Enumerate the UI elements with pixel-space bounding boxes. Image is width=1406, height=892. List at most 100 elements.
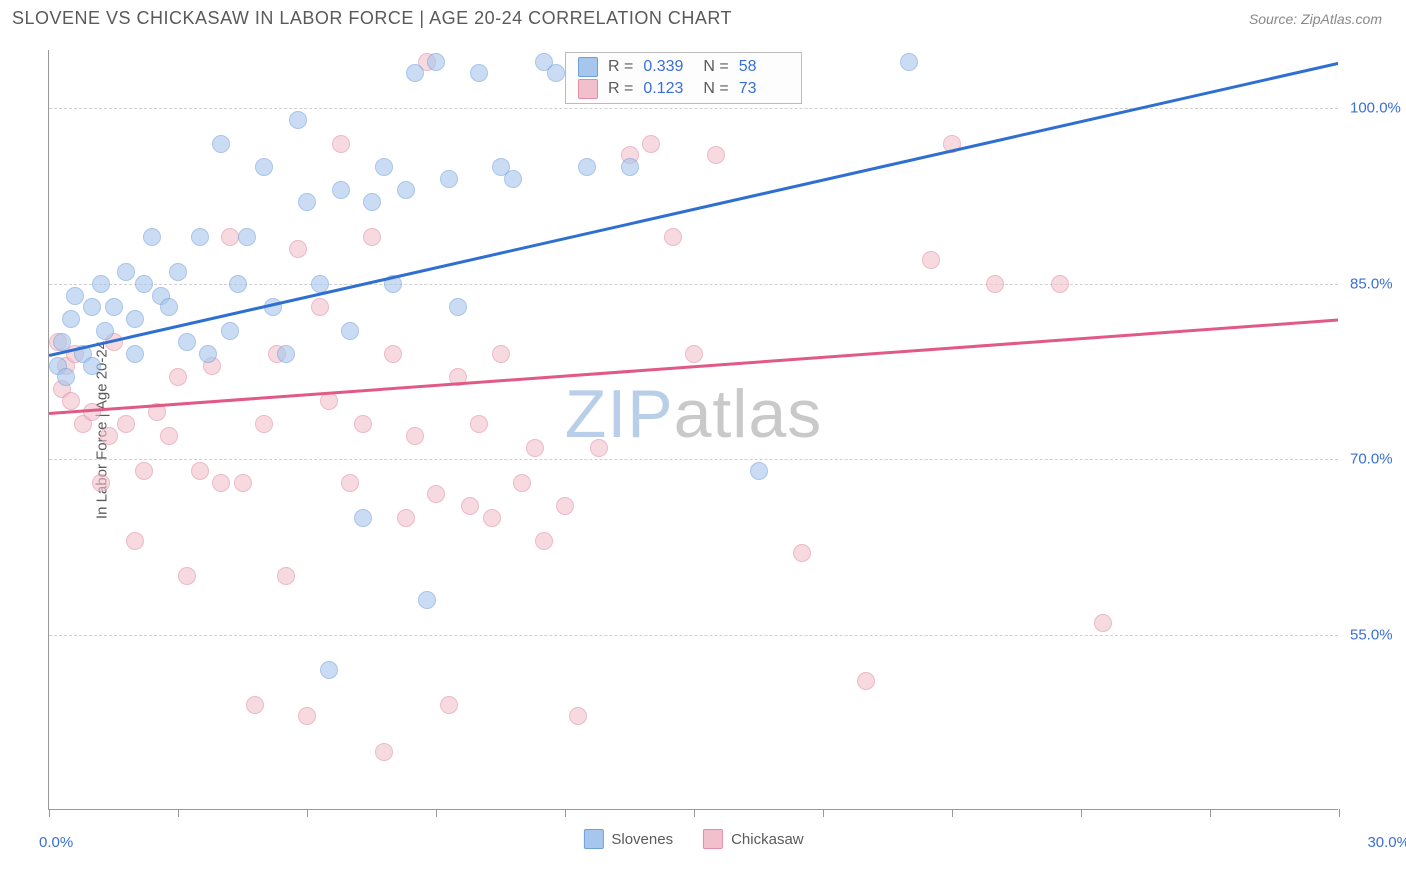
- legend-item: Chickasaw: [703, 829, 804, 849]
- data-point: [621, 158, 639, 176]
- data-point: [160, 427, 178, 445]
- data-point: [470, 415, 488, 433]
- legend-row: R =0.123N =73: [578, 79, 789, 99]
- legend-label: Slovenes: [611, 831, 673, 848]
- gridline: [49, 108, 1338, 109]
- data-point: [298, 707, 316, 725]
- x-tick-label: 30.0%: [1367, 834, 1406, 851]
- data-point: [547, 64, 565, 82]
- x-tick: [952, 809, 953, 817]
- data-point: [504, 170, 522, 188]
- data-point: [986, 275, 1004, 293]
- data-point: [461, 497, 479, 515]
- data-point: [135, 462, 153, 480]
- data-point: [92, 275, 110, 293]
- data-point: [354, 415, 372, 433]
- data-point: [221, 228, 239, 246]
- data-point: [642, 135, 660, 153]
- data-point: [62, 392, 80, 410]
- source-label: Source: ZipAtlas.com: [1249, 11, 1382, 27]
- legend-swatch: [703, 829, 723, 849]
- data-point: [143, 228, 161, 246]
- data-point: [526, 439, 544, 457]
- y-tick-label: 70.0%: [1350, 451, 1406, 468]
- x-tick: [178, 809, 179, 817]
- data-point: [440, 696, 458, 714]
- data-point: [229, 275, 247, 293]
- data-point: [384, 345, 402, 363]
- data-point: [311, 298, 329, 316]
- data-point: [191, 462, 209, 480]
- data-point: [83, 298, 101, 316]
- r-value: 0.339: [643, 58, 693, 76]
- data-point: [354, 509, 372, 527]
- data-point: [277, 345, 295, 363]
- x-tick: [49, 809, 50, 817]
- r-value: 0.123: [643, 80, 693, 98]
- data-point: [341, 322, 359, 340]
- data-point: [238, 228, 256, 246]
- data-point: [332, 181, 350, 199]
- data-point: [83, 403, 101, 421]
- x-tick: [1339, 809, 1340, 817]
- data-point: [277, 567, 295, 585]
- data-point: [57, 368, 75, 386]
- gridline: [49, 635, 1338, 636]
- r-label: R =: [608, 80, 633, 98]
- data-point: [857, 672, 875, 690]
- gridline: [49, 459, 1338, 460]
- n-value: 73: [739, 80, 789, 98]
- data-point: [750, 462, 768, 480]
- data-point: [341, 474, 359, 492]
- trend-line: [49, 319, 1338, 415]
- data-point: [397, 181, 415, 199]
- data-point: [62, 310, 80, 328]
- data-point: [126, 310, 144, 328]
- legend-label: Chickasaw: [731, 831, 804, 848]
- data-point: [406, 427, 424, 445]
- chart-title: SLOVENE VS CHICKASAW IN LABOR FORCE | AG…: [12, 8, 732, 29]
- x-tick-label: 0.0%: [39, 834, 73, 851]
- data-point: [363, 228, 381, 246]
- data-point: [922, 251, 940, 269]
- data-point: [900, 53, 918, 71]
- data-point: [221, 322, 239, 340]
- x-tick: [307, 809, 308, 817]
- y-tick-label: 100.0%: [1350, 100, 1406, 117]
- data-point: [298, 193, 316, 211]
- x-tick: [823, 809, 824, 817]
- data-point: [255, 158, 273, 176]
- data-point: [255, 415, 273, 433]
- data-point: [320, 661, 338, 679]
- data-point: [363, 193, 381, 211]
- data-point: [418, 591, 436, 609]
- data-point: [105, 298, 123, 316]
- data-point: [578, 158, 596, 176]
- x-tick: [1210, 809, 1211, 817]
- data-point: [664, 228, 682, 246]
- trend-line: [49, 62, 1338, 357]
- data-point: [135, 275, 153, 293]
- data-point: [178, 567, 196, 585]
- data-point: [169, 368, 187, 386]
- data-point: [513, 474, 531, 492]
- legend-swatch: [583, 829, 603, 849]
- data-point: [199, 345, 217, 363]
- data-point: [440, 170, 458, 188]
- data-point: [375, 158, 393, 176]
- legend-item: Slovenes: [583, 829, 673, 849]
- data-point: [406, 64, 424, 82]
- data-point: [234, 474, 252, 492]
- y-tick-label: 85.0%: [1350, 275, 1406, 292]
- series-legend: Slovenes Chickasaw: [583, 829, 803, 849]
- data-point: [96, 322, 114, 340]
- data-point: [212, 135, 230, 153]
- data-point: [427, 485, 445, 503]
- data-point: [427, 53, 445, 71]
- data-point: [117, 415, 135, 433]
- y-tick-label: 55.0%: [1350, 626, 1406, 643]
- data-point: [793, 544, 811, 562]
- x-tick: [565, 809, 566, 817]
- data-point: [332, 135, 350, 153]
- n-value: 58: [739, 58, 789, 76]
